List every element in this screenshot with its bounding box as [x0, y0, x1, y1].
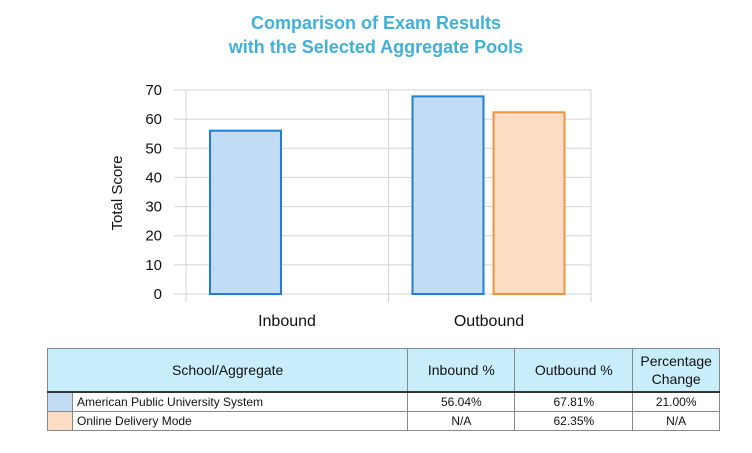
row-inbound: N/A — [407, 411, 516, 431]
chart-title-line-2: with the Selected Aggregate Pools — [228, 37, 524, 57]
y-tick-label: 0 — [154, 286, 162, 303]
row-outbound: 67.81% — [514, 391, 634, 412]
bar-0-0 — [209, 129, 282, 295]
y-tick-label: 60 — [145, 111, 162, 128]
legend-swatch-online — [47, 411, 73, 431]
table-header-row: School/Aggregate Inbound % Outbound % Pe… — [46, 348, 720, 393]
chart-title-line-1: Comparison of Exam Results — [250, 13, 502, 33]
row-name: American Public University System — [71, 391, 409, 412]
bars — [209, 95, 566, 296]
table-row: Online Delivery Mode N/A 62.35% N/A — [47, 411, 720, 431]
y-tick-label: 70 — [145, 82, 162, 99]
legend-swatch-apus — [47, 391, 73, 412]
header-change-line-2: Change — [651, 371, 701, 387]
bar-chart: 0 10 20 30 40 50 60 70 Inbound Outbound Total Sc… — [109, 82, 592, 330]
y-tick-label: 10 — [145, 257, 162, 274]
row-change: N/A — [632, 411, 720, 431]
results-table: School/Aggregate Inbound % Outbound % Pe… — [46, 348, 720, 431]
table-row: American Public University System 56.04%… — [47, 391, 720, 412]
row-inbound: 56.04% — [407, 391, 516, 412]
y-tick-label: 50 — [145, 140, 162, 157]
header-change-line-1: Percentage — [640, 353, 712, 369]
bar-1-1 — [492, 111, 566, 296]
row-name: Online Delivery Mode — [71, 411, 409, 431]
y-tick-label: 20 — [145, 228, 162, 245]
y-tick-label: 40 — [145, 169, 162, 186]
category-label: Outbound — [454, 313, 524, 330]
category-labels: Inbound Outbound — [258, 313, 524, 330]
header-school: School/Aggregate — [46, 348, 409, 393]
category-label: Inbound — [258, 313, 316, 330]
y-tick-labels: 0 10 20 30 40 50 60 70 — [145, 82, 162, 303]
y-axis-label: Total Score — [109, 155, 126, 230]
header-percentage-change: Percentage Change — [632, 348, 720, 393]
y-tick-label: 30 — [145, 199, 162, 216]
header-inbound: Inbound % — [407, 348, 516, 393]
bar-1-0 — [411, 95, 485, 296]
row-outbound: 62.35% — [514, 411, 634, 431]
header-outbound: Outbound % — [514, 348, 634, 393]
row-change: 21.00% — [632, 391, 720, 412]
